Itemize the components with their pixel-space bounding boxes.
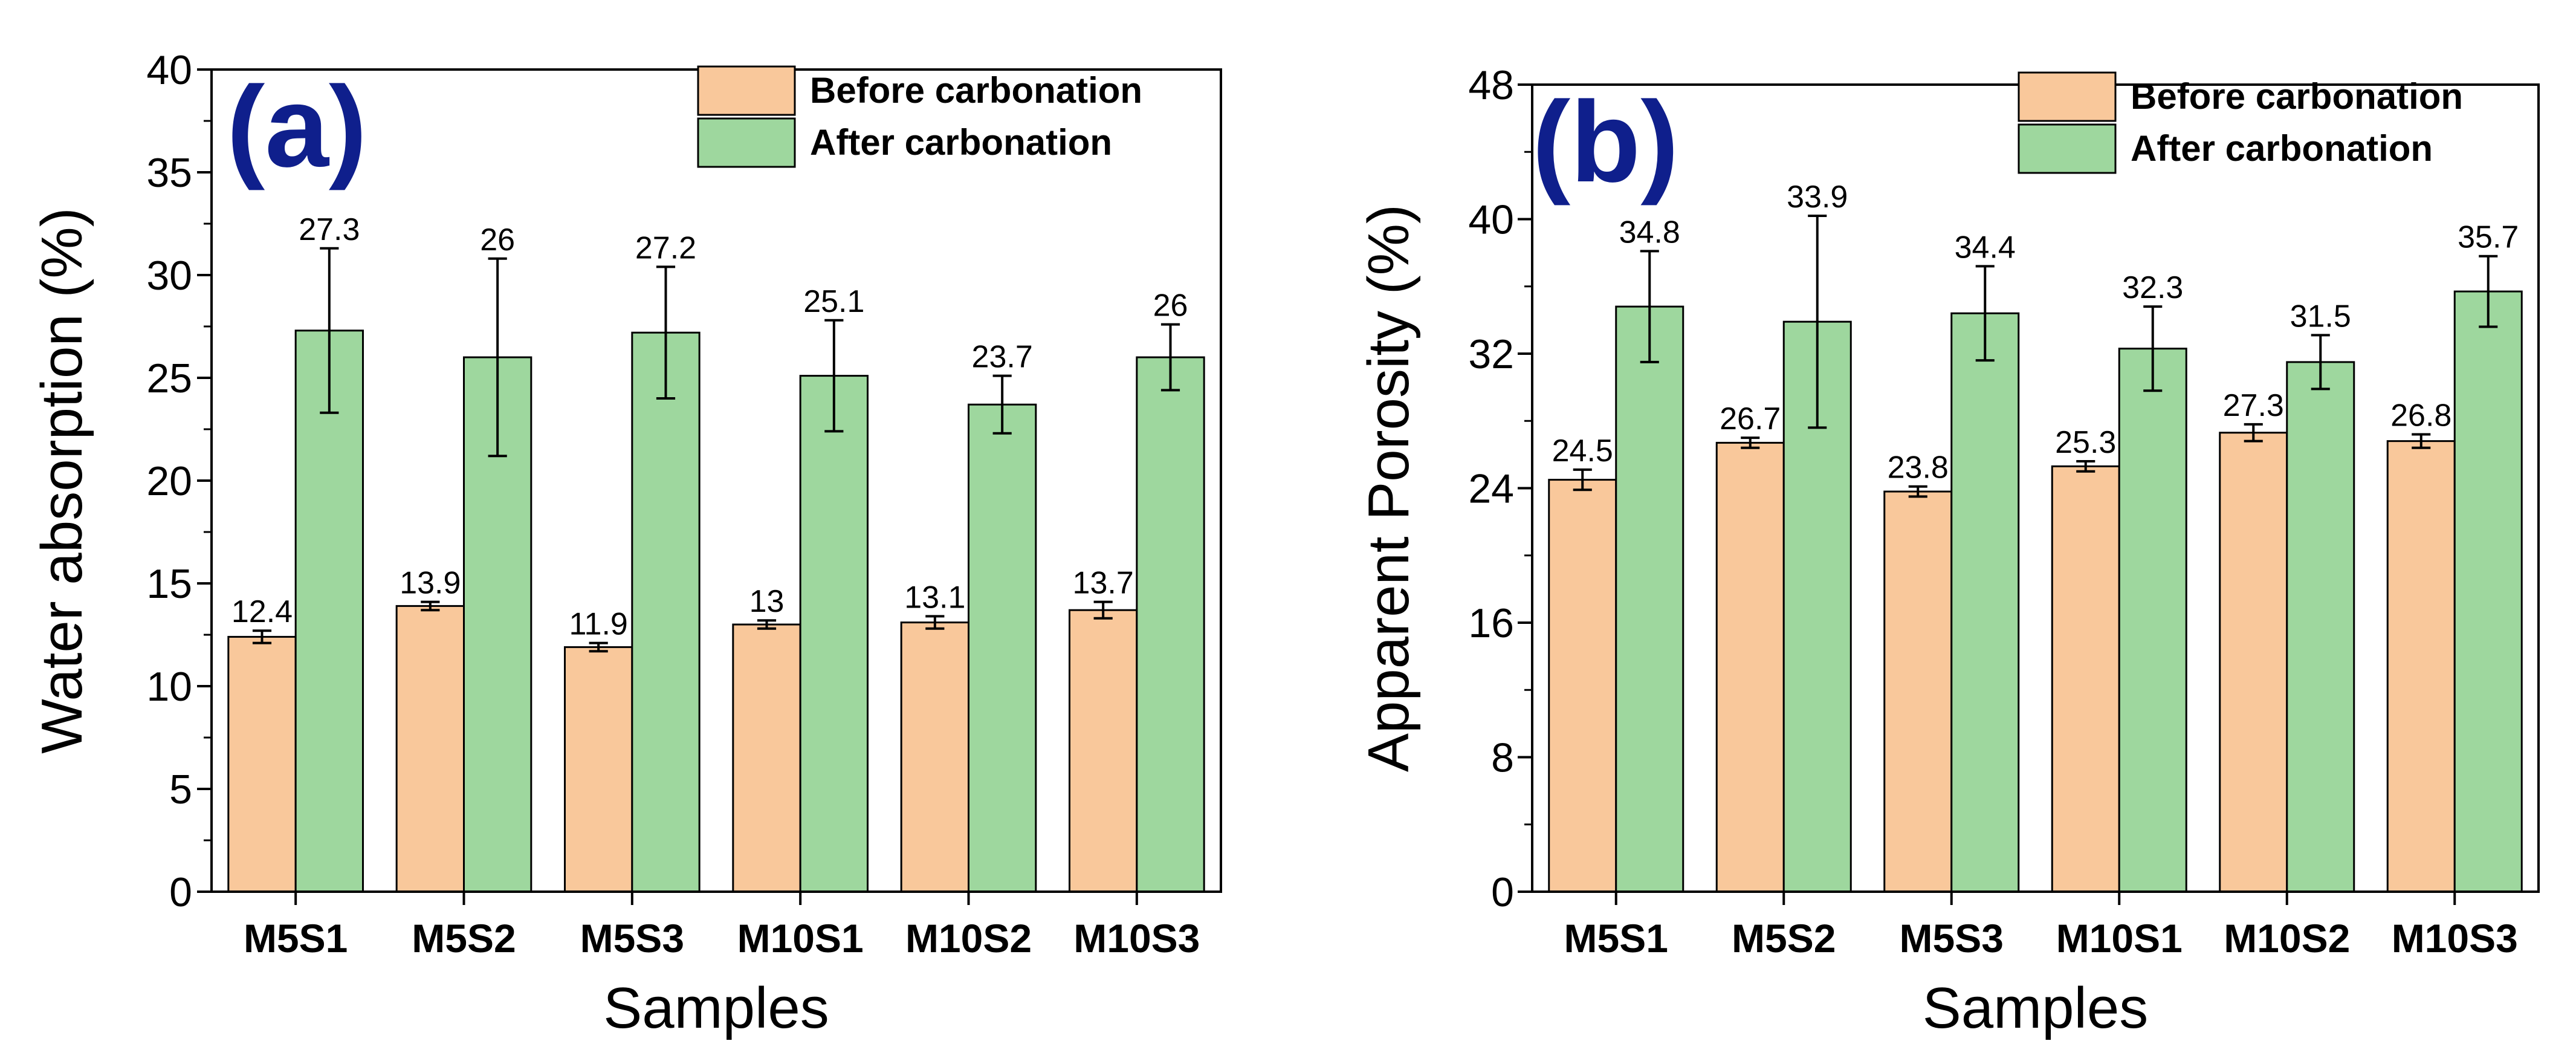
chart-panel-a: 12.4 27.3 M5S1 13.9 26 M5S2 11.9 27.2 M5S3 13 25.1… [30,47,1222,1040]
bar-before-M10S3 [1069,609,1138,893]
x-tick-label-M10S1: M10S1 [2056,916,2183,961]
y-tick-label-15: 15 [146,561,192,607]
data-label-after-M5S2: 33.9 [1787,180,1848,215]
y-axis-title: Apparent Porosity (%) [1356,204,1421,772]
y-tick-label-16: 16 [1468,600,1514,646]
x-axis-title: Samples [603,976,829,1040]
data-label-before-M10S1: 13 [749,584,785,619]
bar-after-M10S2 [968,403,1037,893]
y-tick-label-10: 10 [146,664,192,710]
chart-panel-b: 24.5 34.8 M5S1 26.7 33.9 M5S2 23.8 34.4 M5S3 25.3… [1356,62,2540,1040]
data-label-after-M10S3: 35.7 [2458,220,2519,255]
legend-label-before: Before carbonation [2131,76,2463,117]
data-label-before-M5S3: 23.8 [1888,450,1949,485]
y-tick-label-32: 32 [1468,331,1514,377]
y-tick-label-0: 0 [169,869,192,915]
data-label-after-M10S1: 32.3 [2122,270,2183,305]
y-tick-label-30: 30 [146,253,192,299]
x-axis-title: Samples [1923,976,2149,1040]
x-tick-label-M5S2: M5S2 [1732,916,1836,961]
bar-after-M10S3 [1136,356,1205,893]
data-label-before-M10S2: 27.3 [2223,388,2284,423]
data-label-before-M5S1: 12.4 [231,594,293,629]
bar-before-M5S2 [1715,441,1785,893]
legend-label-after: After carbonation [810,122,1112,163]
data-label-before-M5S2: 26.7 [1720,401,1781,436]
bar-after-M5S3 [1950,312,2020,893]
y-tick-label-0: 0 [1491,869,1514,915]
y-tick-label-20: 20 [146,458,192,504]
bar-after-M10S1 [2118,348,2187,893]
data-label-after-M5S3: 27.2 [635,230,696,265]
bar-before-M10S1 [2051,465,2120,893]
data-label-before-M10S1: 25.3 [2055,425,2116,460]
legend-swatch-before [2018,71,2117,122]
data-label-after-M10S2: 31.5 [2290,299,2351,334]
data-label-before-M5S2: 13.9 [400,566,461,601]
bar-before-M10S2 [900,621,969,893]
data-label-after-M10S3: 26 [1153,288,1188,323]
x-tick-label-M10S3: M10S3 [1073,916,1200,961]
data-label-after-M5S1: 34.8 [1619,215,1680,250]
data-label-before-M10S2: 13.1 [904,580,965,615]
bar-after-M10S1 [799,375,869,893]
bar-before-M5S1 [227,635,297,893]
legend: Before carbonation After carbonation [2018,71,2463,174]
data-label-before-M10S3: 13.7 [1073,566,1134,601]
legend-label-before: Before carbonation [810,70,1142,111]
x-tick-label-M10S2: M10S2 [905,916,1032,961]
legend-swatch-after [2018,123,2117,174]
data-label-before-M5S3: 11.9 [569,607,627,642]
bar-after-M5S1 [1615,305,1684,893]
x-tick-label-M10S2: M10S2 [2224,916,2350,961]
bar-after-M10S2 [2286,361,2355,893]
x-tick-label-M5S3: M5S3 [580,916,684,961]
bar-before-M10S1 [732,623,801,893]
y-tick-label-40: 40 [146,47,192,93]
data-label-after-M5S3: 34.4 [1955,230,2016,265]
y-tick-label-40: 40 [1468,197,1514,243]
legend-swatch-after [697,117,796,168]
data-label-after-M10S2: 23.7 [972,340,1033,375]
x-tick-label-M5S2: M5S2 [412,916,516,961]
bar-after-M5S3 [631,331,701,893]
legend-label-after: After carbonation [2131,128,2433,169]
x-tick-label-M10S3: M10S3 [2392,916,2518,961]
y-tick-label-25: 25 [146,355,192,401]
bar-before-M10S2 [2219,432,2288,893]
bar-before-M10S3 [2386,440,2456,893]
data-label-after-M5S1: 27.3 [299,212,360,247]
x-tick-label-M10S1: M10S1 [737,916,864,961]
y-axis-title: Water absorption (%) [30,207,94,753]
bar-before-M5S3 [1883,490,1953,893]
data-label-before-M10S3: 26.8 [2390,398,2451,433]
panel-label: (b) [1532,78,1679,206]
data-label-before-M5S1: 24.5 [1552,433,1613,469]
bar-before-M5S2 [395,605,465,893]
y-tick-label-8: 8 [1491,735,1514,781]
legend: Before carbonation After carbonation [697,65,1142,168]
y-tick-label-35: 35 [146,150,192,196]
bar-after-M10S3 [2453,290,2523,893]
panel-label: (a) [227,63,367,191]
bar-before-M5S3 [564,646,633,893]
data-label-after-M5S2: 26 [480,222,515,258]
x-tick-label-M5S1: M5S1 [1564,916,1668,961]
legend-swatch-before [697,65,796,116]
y-tick-label-24: 24 [1468,466,1514,512]
y-tick-label-48: 48 [1468,62,1514,108]
bar-after-M5S1 [294,329,364,893]
data-label-after-M10S1: 25.1 [803,284,864,319]
x-tick-label-M5S1: M5S1 [244,916,348,961]
x-tick-label-M5S3: M5S3 [1900,916,2004,961]
bar-before-M5S1 [1548,479,1617,893]
y-tick-label-5: 5 [169,767,192,813]
